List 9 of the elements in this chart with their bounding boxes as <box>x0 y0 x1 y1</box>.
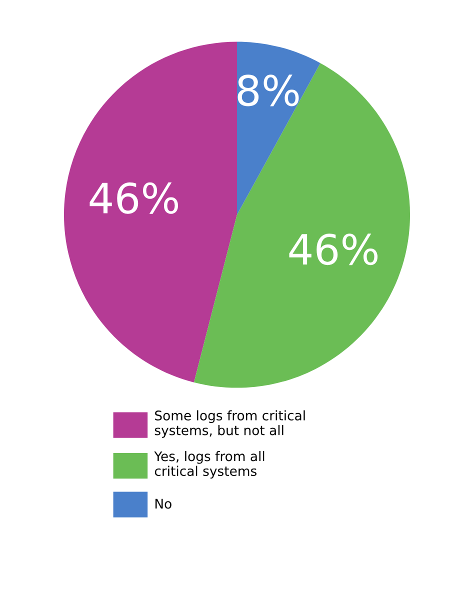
pie-slice <box>64 42 238 382</box>
legend-label: Some logs from critical systems, but not all <box>154 410 305 438</box>
legend-label: Yes, logs from all critical systems <box>154 451 264 479</box>
data-label: 46% <box>289 234 378 266</box>
pie-slice <box>194 63 410 388</box>
legend-label: No <box>155 498 172 509</box>
data-label: 8% <box>238 74 299 106</box>
data-label: 46% <box>90 182 178 214</box>
pie-slice <box>237 42 320 215</box>
